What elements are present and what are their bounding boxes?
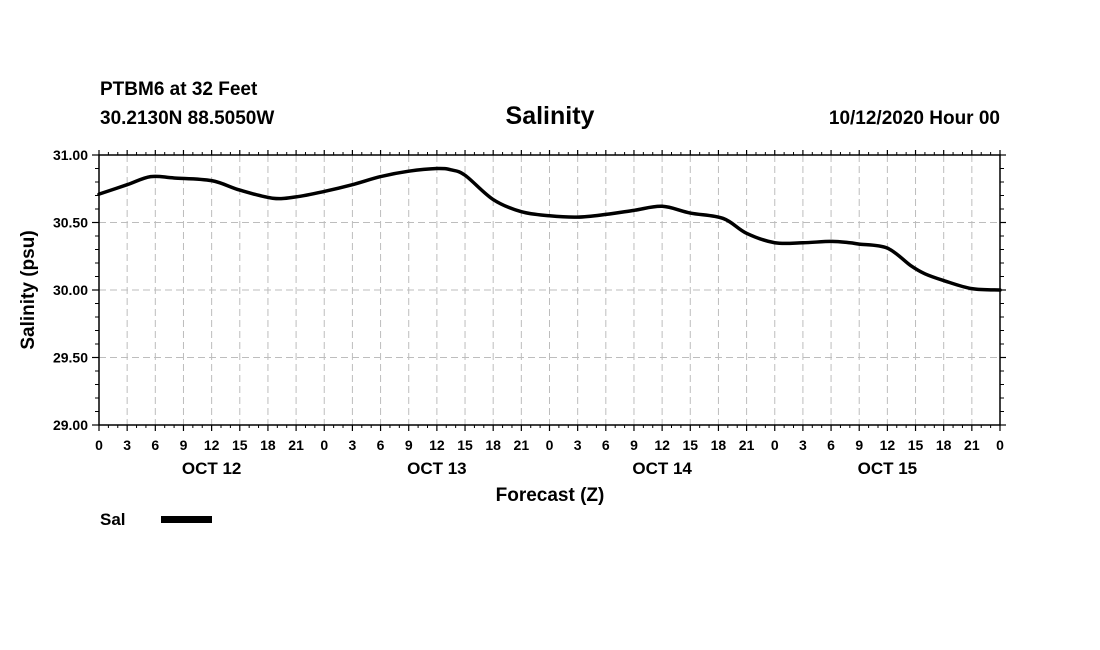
day-label: OCT 15: [858, 459, 918, 478]
x-tick-label: 18: [485, 437, 501, 453]
x-tick-label: 18: [936, 437, 952, 453]
x-tick-labels: 0 3 6 9 12 15 18 21 0 3 6 9 12 15 18 21 0 3 6 9 12 15 18 21 0 3 6 9…: [95, 437, 1004, 453]
x-tick-label: 9: [405, 437, 413, 453]
series-line-sal: [97, 166, 1002, 292]
x-tick-label: 21: [288, 437, 304, 453]
y-axis-title: Salinity (psu): [18, 230, 39, 349]
x-tick-label: 0: [95, 437, 103, 453]
y-tick-label: 29.00: [53, 417, 88, 433]
series-lines: [97, 166, 1002, 292]
x-tick-label: 12: [654, 437, 670, 453]
x-tick-label: 9: [855, 437, 863, 453]
x-tick-label: 15: [457, 437, 473, 453]
x-tick-label: 21: [964, 437, 980, 453]
x-tick-label: 15: [908, 437, 924, 453]
x-tick-label: 0: [771, 437, 779, 453]
x-tick-label: 21: [514, 437, 530, 453]
x-tick-label: 0: [996, 437, 1004, 453]
x-tick-label: 3: [123, 437, 131, 453]
grid-lines: [99, 155, 1000, 425]
x-tick-label: 3: [349, 437, 357, 453]
y-tick-label: 30.50: [53, 215, 88, 231]
x-tick-label: 15: [682, 437, 698, 453]
legend: Sal: [100, 510, 212, 529]
y-tick-labels: 29.00 29.50 30.00 30.50 31.00: [53, 147, 88, 433]
day-label: OCT 14: [632, 459, 692, 478]
x-tick-label: 0: [546, 437, 554, 453]
x-tick-label: 3: [799, 437, 807, 453]
x-tick-label: 6: [827, 437, 835, 453]
legend-swatch: [161, 516, 212, 523]
day-label: OCT 12: [182, 459, 242, 478]
x-tick-label: 6: [377, 437, 385, 453]
x-tick-label: 3: [574, 437, 582, 453]
x-tick-label: 12: [429, 437, 445, 453]
y-tick-label: 29.50: [53, 350, 88, 366]
station-label: PTBM6 at 32 Feet: [100, 79, 258, 100]
x-tick-label: 18: [260, 437, 276, 453]
x-tick-label: 21: [739, 437, 755, 453]
x-tick-label: 12: [204, 437, 220, 453]
chart-title: Salinity: [506, 102, 595, 130]
x-tick-label: 12: [880, 437, 896, 453]
y-tick-label: 30.00: [53, 282, 88, 298]
y-tick-label: 31.00: [53, 147, 88, 163]
location-label: 30.2130N 88.5050W: [100, 108, 274, 129]
day-label: OCT 13: [407, 459, 467, 478]
legend-label: Sal: [100, 510, 126, 529]
run-label: 10/12/2020 Hour 00: [829, 108, 1000, 129]
day-labels: OCT 12 OCT 13 OCT 14 OCT 15: [182, 459, 917, 478]
x-tick-label: 18: [711, 437, 727, 453]
x-tick-label: 6: [602, 437, 610, 453]
x-tick-label: 0: [320, 437, 328, 453]
x-tick-label: 9: [630, 437, 638, 453]
x-tick-label: 9: [180, 437, 188, 453]
x-tick-label: 15: [232, 437, 248, 453]
x-axis-title: Forecast (Z): [496, 485, 605, 506]
x-tick-label: 6: [151, 437, 159, 453]
